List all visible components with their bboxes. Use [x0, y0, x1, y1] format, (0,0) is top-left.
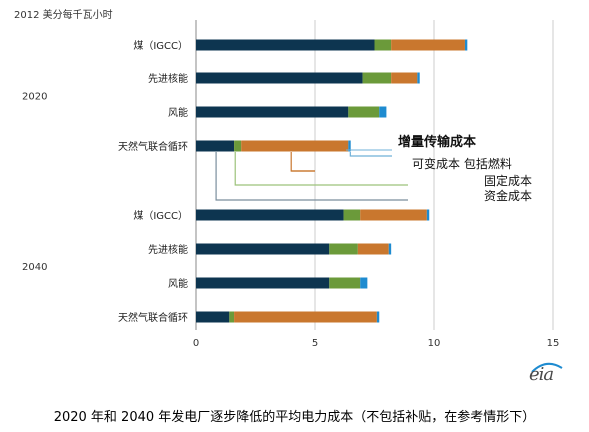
bar-2020-3-fixed: [234, 140, 242, 152]
bar-2040-3-capital: [196, 311, 230, 323]
unit-label: 2012 美分每千瓦小时: [14, 10, 113, 21]
bar-2040-0-capital: [196, 209, 344, 221]
legend-annotation-variable: 可变成本 包括燃料: [412, 156, 512, 171]
group-label-2020: 2020: [22, 92, 47, 103]
bar-2040-0-transmission: [426, 209, 430, 221]
category-label: 煤（IGCC）: [133, 209, 188, 222]
x-tick-label-5: 5: [312, 338, 318, 349]
bar-2020-0-transmission: [464, 39, 468, 51]
bar-2020-1-transmission: [417, 72, 420, 84]
bar-2020-2-transmission: [379, 106, 387, 118]
category-label: 天然气联合循环: [118, 311, 188, 324]
category-label: 先进核能: [148, 243, 188, 256]
bar-2040-1-transmission: [388, 243, 392, 255]
category-label: 天然气联合循环: [118, 140, 188, 153]
x-tick-label-10: 10: [428, 338, 441, 349]
leader-line-transmission: [349, 152, 392, 157]
bar-2020-0-variable: [391, 39, 465, 51]
category-label: 风能: [168, 106, 188, 119]
bar-2020-1-capital: [196, 72, 363, 84]
group-label-2040: 2040: [22, 262, 47, 273]
legend-annotation-capital: 资金成本: [484, 188, 532, 203]
bar-2040-1-variable: [357, 243, 389, 255]
bar-2040-2-capital: [196, 277, 330, 289]
bar-2040-0-variable: [360, 209, 427, 221]
category-label: 风能: [168, 277, 188, 290]
bar-2040-2-transmission: [360, 277, 368, 289]
bar-2040-3-variable: [234, 311, 377, 323]
bar-2020-3-transmission: [348, 140, 351, 152]
category-label: 先进核能: [148, 72, 188, 85]
bar-2020-3-variable: [241, 140, 349, 152]
leader-line-variable: [290, 152, 315, 172]
bar-2040-1-capital: [196, 243, 330, 255]
legend-annotation-transmission: 增量传输成本: [398, 134, 476, 150]
bar-2020-0-capital: [196, 39, 375, 51]
bar-2040-3-fixed: [229, 311, 235, 323]
stacked-bar-chart: 0 5 10 152020煤（IGCC）先进核能风能天然气联合循环2040煤（IGCC…: [22, 20, 560, 349]
eia-logo: eia: [529, 364, 554, 385]
leader-line-fixed: [234, 152, 408, 186]
x-tick-label-15: 15: [547, 338, 560, 349]
bar-2040-3-transmission: [376, 311, 380, 323]
bar-2040-2-fixed: [329, 277, 361, 289]
bar-2040-1-fixed: [329, 243, 358, 255]
bar-2020-0-fixed: [374, 39, 392, 51]
bar-2020-2-fixed: [348, 106, 380, 118]
legend-annotation-fixed: 固定成本: [484, 173, 532, 188]
category-label: 煤（IGCC）: [133, 39, 188, 52]
bar-2020-1-variable: [391, 72, 418, 84]
bar-2040-0-fixed: [343, 209, 361, 221]
bar-2020-1-fixed: [362, 72, 392, 84]
bar-2020-2-capital: [196, 106, 349, 118]
bar-2020-3-capital: [196, 140, 235, 152]
figure-caption: 2020 年和 2040 年发电厂逐步降低的平均电力成本（不包括补贴，在参考情形…: [53, 410, 536, 425]
x-tick-label-0: 0: [193, 338, 199, 349]
eia-logo-arc: [531, 362, 563, 373]
leader-line-capital: [215, 152, 408, 201]
